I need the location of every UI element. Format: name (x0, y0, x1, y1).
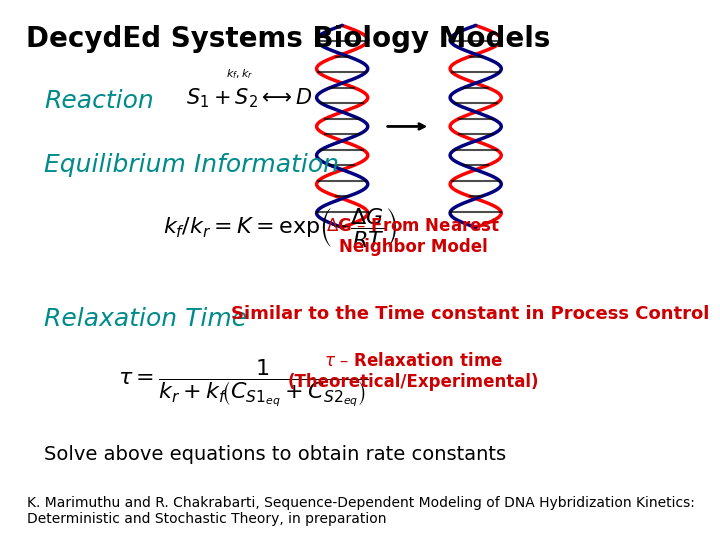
Text: Reaction: Reaction (44, 89, 153, 113)
Text: Equilibrium Information: Equilibrium Information (44, 153, 339, 177)
Text: Solve above equations to obtain rate constants: Solve above equations to obtain rate con… (44, 446, 506, 464)
Text: $k_f / k_r = K = \exp\!\left(-\dfrac{\Delta G}{RT}\right)$: $k_f / k_r = K = \exp\!\left(-\dfrac{\De… (163, 206, 397, 249)
Text: K. Marimuthu and R. Chakrabarti, Sequence-Dependent Modeling of DNA Hybridizatio: K. Marimuthu and R. Chakrabarti, Sequenc… (27, 496, 695, 526)
Text: Similar to the Time constant in Process Control: Similar to the Time constant in Process … (231, 305, 710, 322)
Text: $\Delta$G – From Nearest
Neighbor Model: $\Delta$G – From Nearest Neighbor Model (326, 217, 500, 255)
Text: $S_1 + S_2 \longleftrightarrow D$: $S_1 + S_2 \longleftrightarrow D$ (186, 86, 313, 110)
Text: Relaxation Time: Relaxation Time (44, 307, 247, 331)
Text: $k_f,k_r$: $k_f,k_r$ (226, 68, 253, 81)
Text: $\tau$ – Relaxation time
(Theoretical/Experimental): $\tau$ – Relaxation time (Theoretical/Ex… (287, 353, 539, 391)
Text: $\tau = \dfrac{1}{k_r + k_f\!\left(C_{S1_{eq}} + C_{S2_{eq}}\right)}$: $\tau = \dfrac{1}{k_r + k_f\!\left(C_{S1… (118, 357, 369, 410)
Text: DecydEd Systems Biology Models: DecydEd Systems Biology Models (26, 25, 550, 53)
